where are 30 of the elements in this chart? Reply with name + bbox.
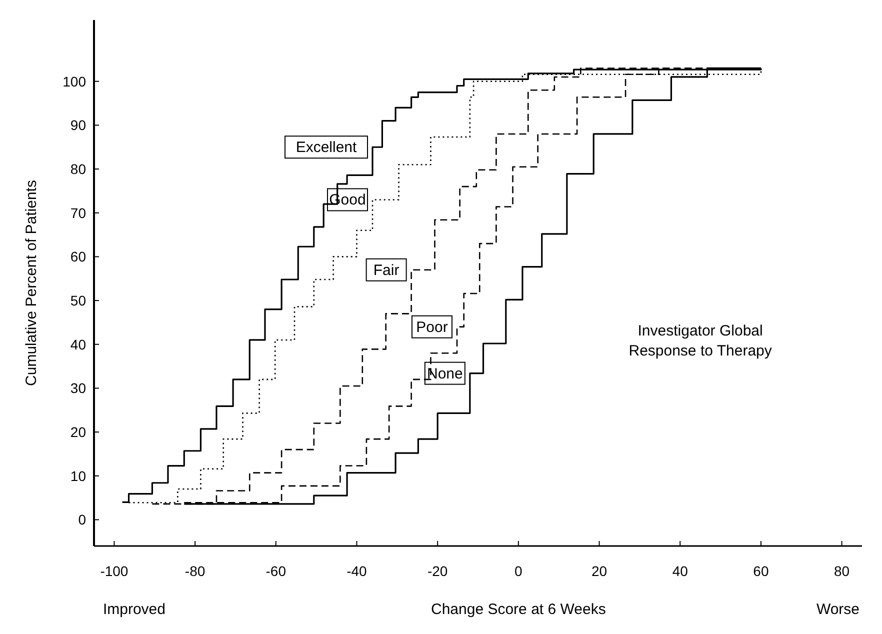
y-tick-label: 20 [70, 424, 86, 440]
y-axis-title: Cumulative Percent of Patients [23, 180, 40, 386]
y-tick-label: 30 [70, 380, 86, 396]
x-tick-label: 60 [753, 563, 769, 579]
text: Worse [816, 601, 860, 618]
y-tick-label: 80 [70, 161, 86, 178]
y-tick-label: 70 [70, 204, 86, 221]
y-tick-label: 40 [70, 336, 86, 352]
series-label: Fair [373, 262, 400, 279]
x-tick-label: -20 [427, 563, 448, 579]
x-tick-label: 80 [834, 563, 850, 579]
y-tick-label: 0 [78, 512, 86, 528]
x-tick-label: -40 [346, 563, 368, 579]
y-tick-label: 60 [70, 248, 86, 265]
y-tick-label: 50 [70, 292, 86, 309]
x-tick-label: 40 [672, 563, 688, 579]
y-tick-label: 100 [62, 73, 86, 90]
x-tick-label: -100 [100, 563, 128, 579]
series-label: Poor [416, 318, 448, 336]
x-tick-label: 0 [514, 563, 523, 579]
text: Improved [102, 601, 166, 618]
x-tick-label: -80 [184, 563, 206, 579]
annotation: Investigator Global Response to Therapy [628, 322, 772, 360]
series-label: None [426, 365, 463, 382]
series-label: Excellent [296, 139, 358, 156]
x-tick-label: 20 [591, 563, 608, 579]
y-tick-label: 10 [70, 468, 86, 484]
x-axis-title: Change Score at 6 Weeks [431, 601, 606, 618]
x-tick-label: -60 [266, 563, 286, 579]
y-tick-label: 90 [70, 117, 86, 134]
